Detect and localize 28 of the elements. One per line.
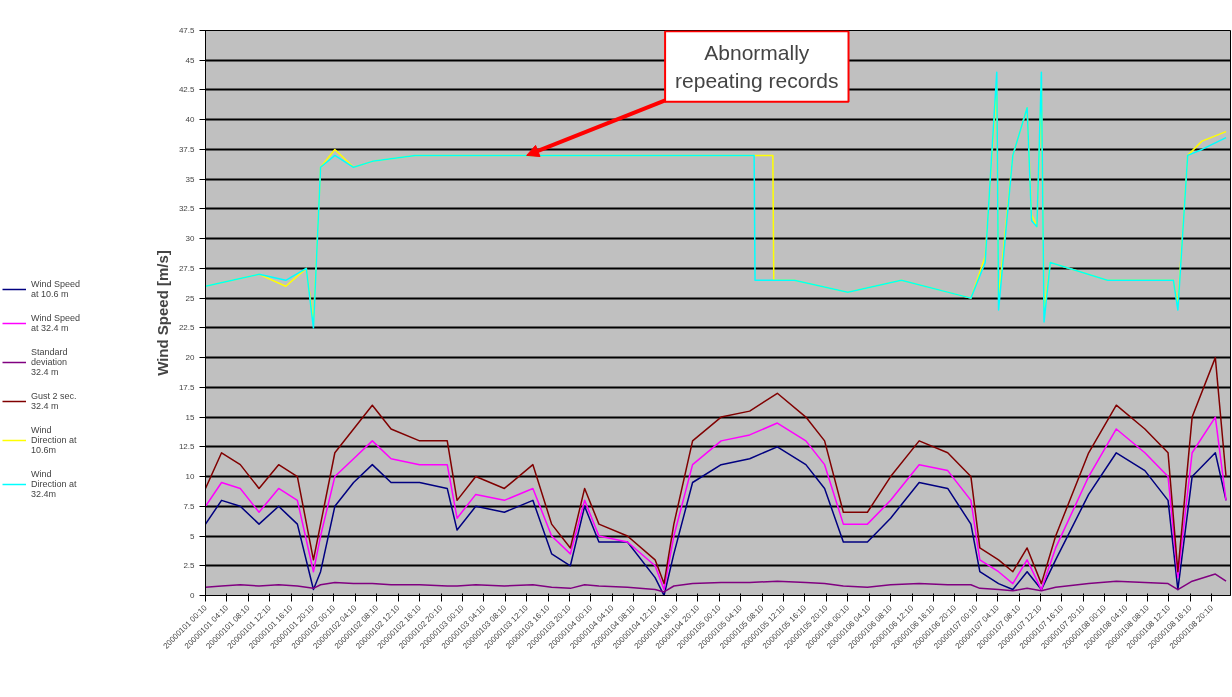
y-tick-label: 7.5 [183,501,196,511]
legend-label: Wind Direction at 32.4m [31,469,77,499]
y-tick-label: 47.5 [178,26,196,35]
y-tick-label: 0 [190,591,196,600]
y-tick-label: 32.5 [178,204,196,214]
legend-label: Gust 2 sec. 32.4 m [31,391,77,411]
y-axis-title: Wind Speed [m/s] [153,250,171,376]
y-tick-label: 45 [185,55,196,65]
y-tick-label: 12.5 [178,442,196,452]
y-tick-label: 5 [190,531,196,541]
y-tick-label: 20 [185,353,196,363]
legend-label: Standard deviation 32.4 m [31,347,68,377]
y-tick-label: 40 [185,115,196,125]
y-tick-label: 22.5 [178,323,196,333]
y-tick-label: 25 [185,293,196,303]
y-tick-label: 30 [185,234,196,244]
y-tick-label: 17.5 [178,382,196,392]
y-tick-label: 35 [185,174,196,184]
y-tick-label: 27.5 [178,263,196,273]
y-tick-label: 42.5 [178,85,196,95]
y-tick-label: 37.5 [178,144,196,154]
y-tick-label: 15 [185,412,196,422]
y-tick-label: 2.5 [183,561,196,571]
legend-label: Wind Speed at 32.4 m [31,313,81,333]
annotation: Abnormally repeating records [675,41,839,92]
legend-label: Wind Speed at 10.6 m [31,279,81,299]
y-tick-label: 10 [185,472,196,482]
legend-label: Wind Direction at 10.6m [31,425,77,455]
